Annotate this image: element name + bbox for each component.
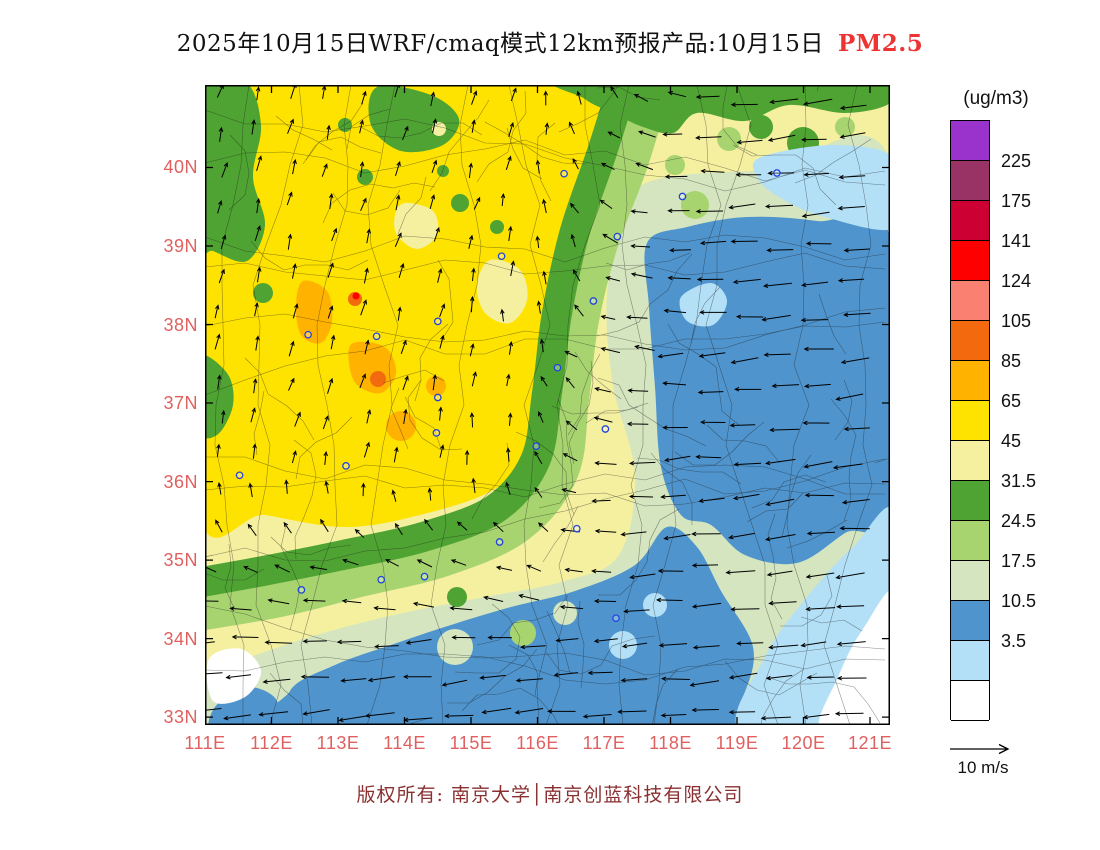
wind-speed-label: 10 m/s <box>957 758 1009 777</box>
colorbar-value-label: 17.5 <box>1001 551 1037 571</box>
colorbar-value-label: 85 <box>1001 351 1022 371</box>
title-text: 2025年10月15日WRF/cmaq模式12km预报产品:10月15日 <box>176 31 824 57</box>
colorbar-value-label: 24.5 <box>1001 511 1037 531</box>
lon-label: 111E <box>184 733 226 753</box>
colorbar-swatch <box>951 241 989 281</box>
lon-label: 112E <box>250 733 293 753</box>
page-title: 2025年10月15日WRF/cmaq模式12km预报产品:10月15日 PM2.… <box>0 24 1100 58</box>
colorbar-swatch <box>951 201 989 241</box>
colorbar-value-label: 124 <box>1001 271 1032 291</box>
city-marker <box>433 393 442 402</box>
city-marker <box>572 524 581 533</box>
colorbar-value-label: 45 <box>1001 431 1022 451</box>
city-marker <box>432 429 441 437</box>
colorbar-value-label: 10.5 <box>1001 591 1037 611</box>
city-marker <box>304 330 312 339</box>
colorbar-swatch <box>951 321 989 361</box>
lat-label: 36N <box>163 471 198 492</box>
colorbar-swatch <box>951 401 989 441</box>
colorbar-swatch <box>951 361 989 401</box>
lon-label: 119E <box>715 733 759 753</box>
city-marker <box>613 232 622 241</box>
city-marker <box>553 363 562 372</box>
lat-label: 39N <box>163 235 198 256</box>
forecast-map <box>205 85 890 725</box>
colorbar-value-label: 3.5 <box>1001 631 1027 651</box>
lon-label: 115E <box>449 733 493 753</box>
map-frame <box>205 85 890 725</box>
colorbar-scale: 225 175 141 124 105 85 65 45 31.5 24.5 17.5 10.5 3.5 <box>950 120 1036 721</box>
wind-speed-legend <box>950 743 1010 755</box>
lat-label: 38N <box>163 314 198 335</box>
lon-label: 120E <box>781 733 826 753</box>
colorbar-value-label: 175 <box>1001 191 1032 211</box>
lat-label: 37N <box>163 393 198 414</box>
city-marker <box>420 572 429 581</box>
lon-label: 113E <box>316 733 360 753</box>
colorbar-swatch <box>951 601 989 641</box>
lon-label: 121E <box>848 733 893 753</box>
colorbar-value-label: 141 <box>1001 231 1032 251</box>
colorbar-swatch <box>951 641 989 681</box>
lon-label: 118E <box>649 733 692 753</box>
colorbar-value-label: 31.5 <box>1001 471 1037 491</box>
colorbar-value-label: 105 <box>1001 311 1032 331</box>
colorbar-unit-label: (ug/m3) <box>963 88 1029 109</box>
city-marker <box>342 462 350 470</box>
city-marker <box>532 442 541 451</box>
lon-label: 117E <box>582 733 626 753</box>
city-marker <box>433 317 442 326</box>
colorbar-swatch <box>951 481 989 521</box>
city-marker <box>497 252 506 261</box>
colorbar-swatch <box>951 681 989 721</box>
lon-label: 116E <box>516 733 559 753</box>
colorbar-swatch <box>951 521 989 561</box>
pm25-contour-fill <box>205 85 890 725</box>
city-marker <box>612 614 620 623</box>
colorbar-swatch <box>951 441 989 481</box>
city-markers <box>235 169 781 623</box>
colorbar-swatch <box>951 561 989 601</box>
colorbar-swatch <box>951 281 989 321</box>
colorbar-swatch <box>951 121 989 161</box>
city-marker <box>560 169 568 178</box>
city-marker <box>589 297 598 305</box>
copyright-text: 版权所有: 南京大学│南京创蓝科技有限公司 <box>356 784 744 806</box>
title-pollutant-label: PM2.5 <box>837 30 924 57</box>
colorbar-swatch <box>951 161 989 201</box>
colorbar: (ug/m3) 225 175 141 124 105 85 65 45 31.5 24.5 17.… <box>950 88 1060 721</box>
wind-arrow-icon <box>950 743 1010 755</box>
city-marker <box>377 575 386 584</box>
admin-boundaries <box>205 85 890 725</box>
lon-label: 114E <box>383 733 426 753</box>
city-marker <box>773 169 781 177</box>
city-marker <box>678 192 687 201</box>
city-marker <box>235 471 244 480</box>
city-marker <box>372 332 381 341</box>
wind-vectors <box>205 85 871 723</box>
colorbar-value-label: 65 <box>1001 391 1022 411</box>
lat-label: 40N <box>163 157 198 178</box>
lat-label: 34N <box>163 628 198 649</box>
city-marker <box>601 425 610 433</box>
city-marker <box>495 538 504 546</box>
city-marker <box>297 586 306 594</box>
colorbar-value-label: 225 <box>1001 151 1032 171</box>
lat-label: 33N <box>163 707 198 728</box>
lat-label: 35N <box>163 550 198 571</box>
